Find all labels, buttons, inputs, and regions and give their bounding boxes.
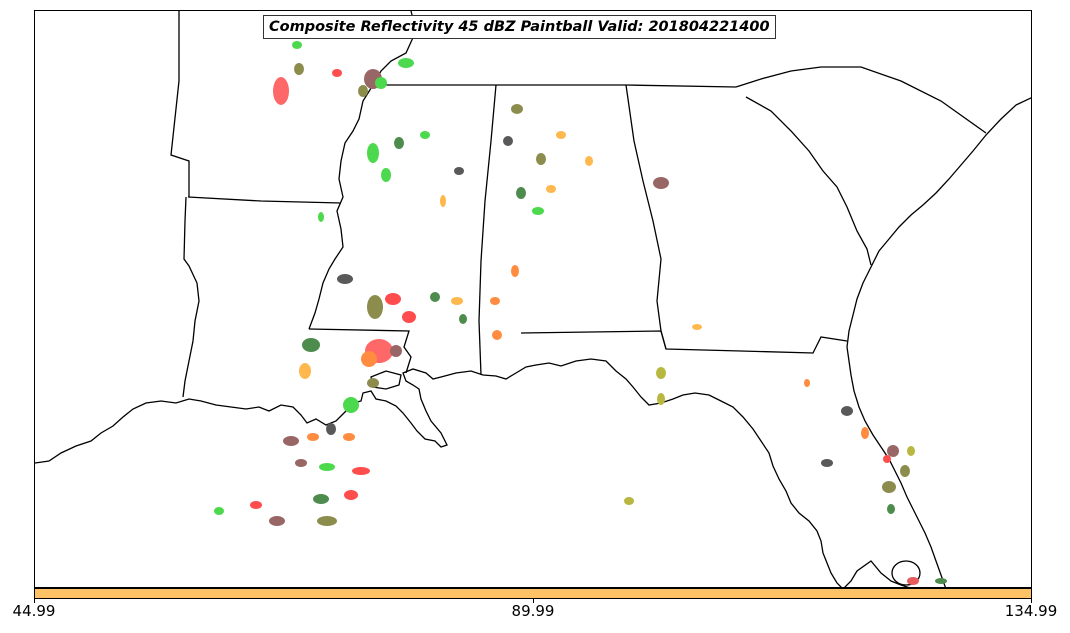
echo-blob [390,345,402,357]
echo-blob [653,177,669,189]
echo-blob [420,131,430,139]
echo-blob [556,131,566,139]
map-svg [35,11,1031,587]
colorbar-tick-mark-right [1031,599,1032,603]
ms-al-border [478,84,497,376]
colorbar-tick-label-min: 44.99 [12,602,56,620]
echo-blob [343,397,359,413]
colorbar-tick-label-mid: 89.99 [511,602,555,620]
echo-blob [394,137,404,149]
echo-blob [250,501,262,509]
echo-blob [269,516,285,526]
echo-blob [900,465,910,477]
echo-blob [907,446,915,456]
echo-blob [935,578,947,584]
ga-sc-river-border [745,96,872,266]
map-title: Composite Reflectivity 45 dBZ Paintball … [263,15,776,39]
echo-blob [883,455,891,463]
al-fl-border [520,330,848,354]
echo-blob [490,297,500,305]
echo-blob [454,167,464,175]
echo-blob [385,293,401,305]
echo-blob [332,69,342,77]
echo-blob [343,433,355,441]
echo-blob [318,212,324,222]
atlantic-coastline [846,97,1031,348]
ga-sc-border [735,66,987,134]
echo-blob [511,265,519,277]
echo-blob [402,311,416,323]
echo-blob [546,185,556,193]
tn-southern-border [373,84,737,88]
echo-blob [841,406,853,416]
echo-blob [451,297,463,305]
echo-blob [804,379,810,387]
echo-blob [536,153,546,165]
echo-blob [821,459,833,467]
echo-blob [367,378,379,388]
echo-blob [882,481,896,493]
echo-blob [294,63,304,75]
echo-blob [585,156,593,166]
echo-blob [887,445,899,457]
echo-blob [299,363,311,379]
echo-blob [516,187,526,199]
echo-blob [511,104,523,114]
echo-blob [624,497,634,505]
al-ga-border [625,84,667,350]
echo-blob [367,143,379,163]
echo-blob [361,351,377,367]
echo-blob [692,324,702,330]
mississippi-river-border [308,84,374,330]
echo-blob [295,459,307,467]
la-ms-border [308,328,412,374]
echo-blob [907,577,919,585]
echo-blob [375,77,387,89]
colorbar-tick-label-max: 134.99 [1004,602,1058,620]
echo-blob [344,490,358,500]
echo-blob [367,295,383,319]
echo-blob [532,207,544,215]
florida-west-coastline [844,560,910,587]
echo-blob [283,436,299,446]
echo-blob [492,330,502,340]
echo-blob [313,494,329,504]
echo-blob [503,136,513,146]
echo-blob [352,467,370,475]
ok-tx-border [170,11,190,197]
gulf-coastline [35,358,842,587]
echo-blob [358,85,368,97]
map-panel [34,10,1032,588]
colorbar [34,588,1032,599]
echo-blob [657,393,665,405]
echo-blob [398,58,414,68]
florida-east-coastline [846,346,946,587]
colorbar-tick-mark-left [34,599,35,603]
tx-la-border [182,196,200,398]
echo-blob [292,41,302,49]
paintball-echoes [214,41,947,585]
echo-blob [307,433,319,441]
echo-blob [459,314,467,324]
echo-blob [317,516,337,526]
colorbar-tick-mark-middle [533,599,534,603]
echo-blob [430,292,440,302]
echo-blob [337,274,353,284]
echo-blob [302,338,320,352]
echo-blob [326,423,336,435]
echo-blob [861,427,869,439]
ar-la-border [187,196,342,204]
echo-blob [319,463,335,471]
echo-blob [656,367,666,379]
echo-blob [440,195,446,207]
lake-okeechobee [891,560,921,586]
echo-blob [273,77,289,105]
echo-blob [214,507,224,515]
echo-blob [887,504,895,514]
echo-blob [381,168,391,182]
